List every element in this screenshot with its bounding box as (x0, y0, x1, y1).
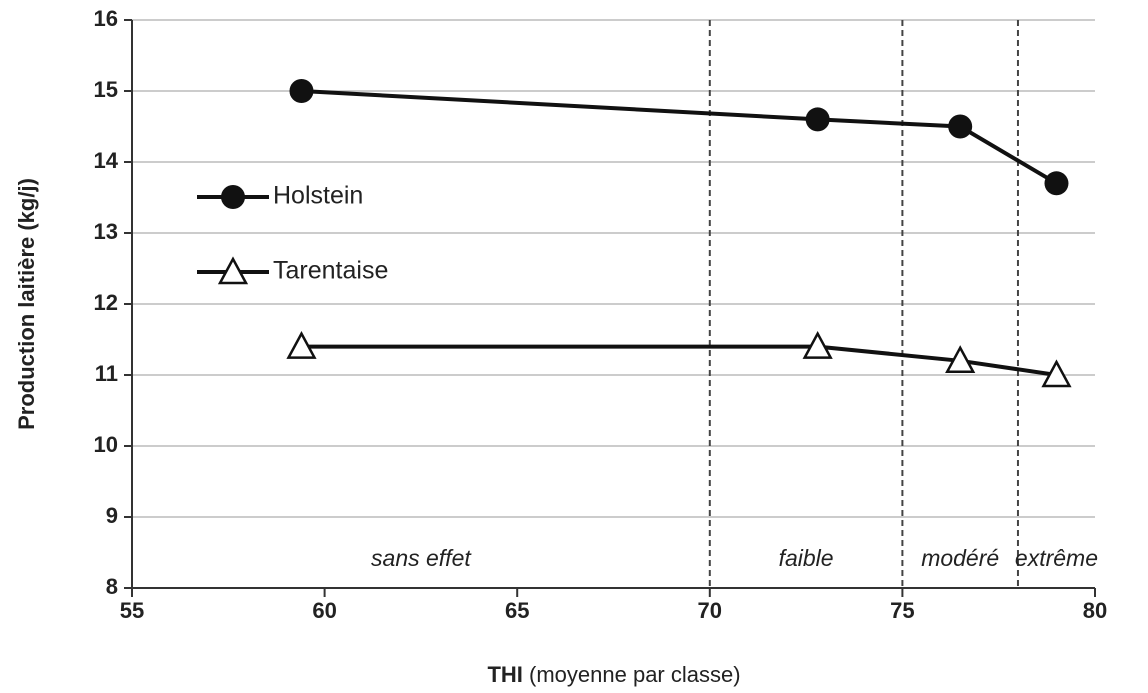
x-axis-label: THI (moyenne par classe) (487, 662, 740, 687)
legend-label: Tarentaise (273, 257, 388, 285)
legend-marker (217, 256, 249, 285)
marker (948, 114, 973, 139)
y-axis-label: Production laitière (kg/j) (14, 178, 39, 430)
y-tick-label: 13 (94, 219, 118, 244)
x-tick-label: 65 (505, 598, 529, 623)
marker (286, 330, 317, 359)
marker (289, 79, 314, 103)
y-tick-label: 9 (106, 503, 118, 528)
y-tick-label: 12 (94, 290, 118, 315)
y-tick-label: 15 (94, 77, 118, 102)
marker (805, 107, 830, 132)
x-tick-label: 70 (698, 598, 722, 623)
y-tick-label: 10 (94, 432, 118, 457)
y-tick-label: 8 (106, 574, 118, 599)
y-tick-label: 16 (94, 6, 118, 31)
legend-marker (221, 185, 245, 209)
marker (1044, 171, 1069, 196)
x-tick-label: 60 (312, 598, 336, 623)
y-tick-label: 14 (94, 148, 119, 173)
zone-label: extrême (1015, 545, 1098, 571)
marker (1041, 359, 1072, 388)
zone-label: modéré (921, 545, 999, 571)
y-tick-label: 11 (95, 361, 118, 386)
marker (802, 330, 833, 359)
x-axis-label-rest: (moyenne par classe) (529, 662, 741, 687)
x-tick-label: 55 (120, 598, 144, 623)
x-tick-label: 75 (890, 598, 914, 623)
marker (945, 345, 976, 374)
zone-label: faible (779, 545, 834, 571)
x-tick-label: 80 (1083, 598, 1107, 623)
series-line (301, 344, 1057, 377)
x-axis-label-bold: THI (487, 662, 522, 687)
zone-label: sans effet (371, 545, 472, 571)
series-line (301, 89, 1058, 186)
legend-label: Holstein (273, 182, 363, 210)
